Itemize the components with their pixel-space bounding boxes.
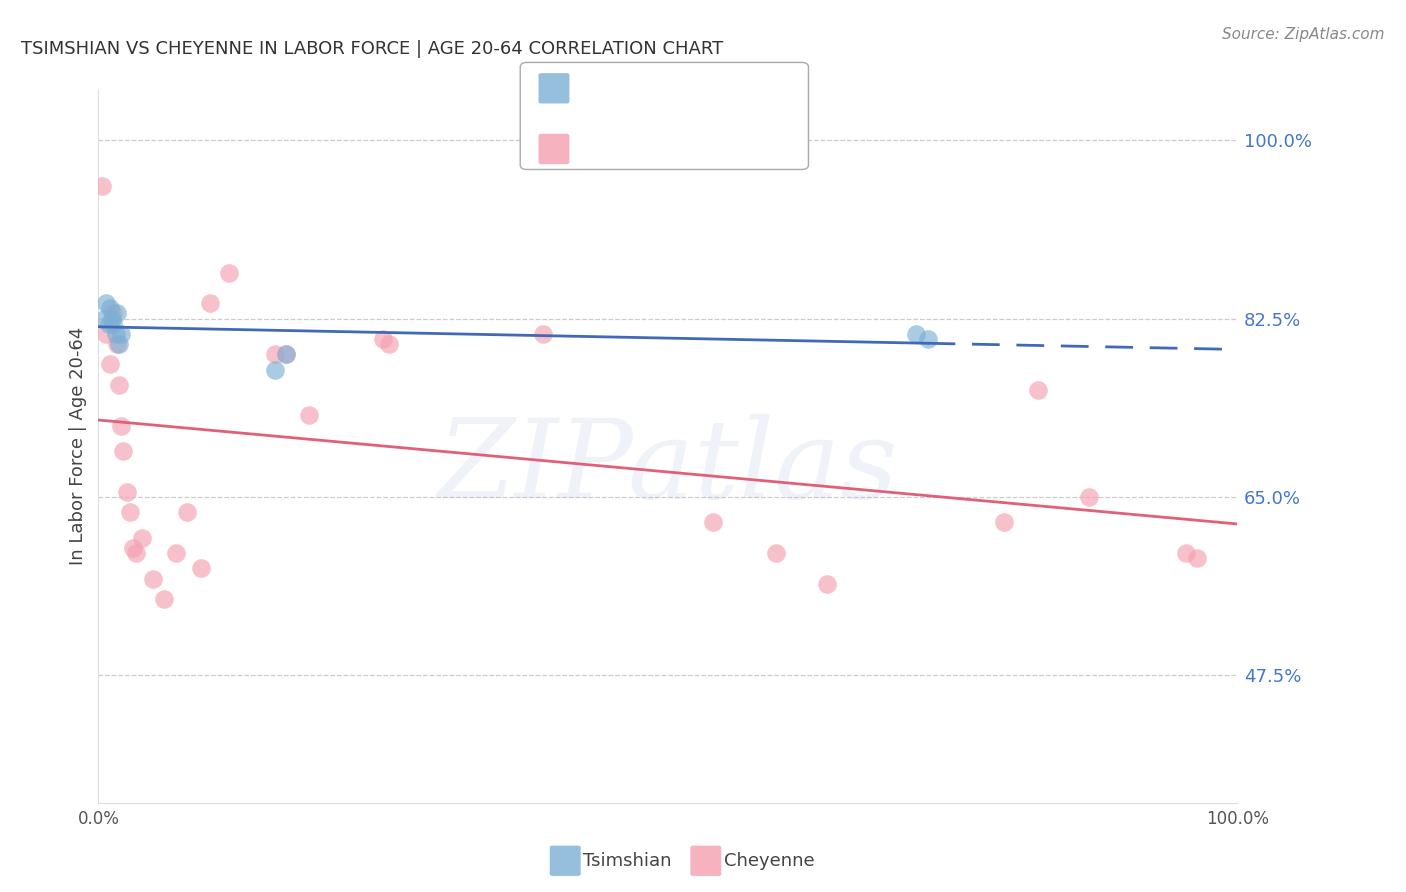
Point [1175,546,1198,560]
Point [112,444,135,458]
Point [190,561,212,575]
Text: Tsimshian: Tsimshian [583,852,672,870]
Point [96,326,118,341]
Point [917,332,939,346]
Point [96,296,118,310]
Text: R =: R = [578,78,617,95]
Point [104,326,127,341]
Text: Cheyenne: Cheyenne [724,852,814,870]
Point [218,266,240,280]
Point [98,301,121,316]
Point [93,311,115,326]
Point [120,505,142,519]
Point [103,306,125,320]
Point [264,347,287,361]
Point [110,326,132,341]
Point [531,326,554,341]
Point [1026,383,1049,397]
Point [371,332,394,346]
Text: TSIMSHIAN VS CHEYENNE IN LABOR FORCE | AGE 20-64 CORRELATION CHART: TSIMSHIAN VS CHEYENNE IN LABOR FORCE | A… [21,40,723,58]
Point [105,306,128,320]
Point [108,377,131,392]
Text: -0.223: -0.223 [616,135,681,153]
Text: N =: N = [683,135,723,153]
Point [264,362,287,376]
Point [1078,490,1101,504]
Point [165,546,187,560]
Point [276,347,298,361]
Text: 0.069: 0.069 [616,78,672,95]
Point [103,317,125,331]
Point [993,516,1015,530]
Point [131,531,153,545]
Point [97,317,120,331]
Point [153,591,176,606]
Point [276,347,298,361]
Point [765,546,787,560]
Point [101,311,124,326]
Text: Source: ZipAtlas.com: Source: ZipAtlas.com [1222,27,1385,42]
Text: N =: N = [683,78,723,95]
Point [98,358,121,372]
Point [378,337,401,351]
Point [108,337,131,351]
Point [90,179,112,194]
Point [298,409,321,423]
Point [110,418,132,433]
Point [815,576,838,591]
Text: 14: 14 [723,78,748,95]
Point [142,572,165,586]
Text: ZIPatlas: ZIPatlas [437,414,898,521]
Point [198,296,221,310]
Point [905,326,928,341]
Point [121,541,143,555]
Text: 34: 34 [723,135,748,153]
Point [115,484,138,499]
Text: R =: R = [578,135,617,153]
Point [702,516,724,530]
Point [105,337,128,351]
Y-axis label: In Labor Force | Age 20-64: In Labor Force | Age 20-64 [69,326,87,566]
Point [125,546,148,560]
Point [176,505,198,519]
Point [1187,551,1209,566]
